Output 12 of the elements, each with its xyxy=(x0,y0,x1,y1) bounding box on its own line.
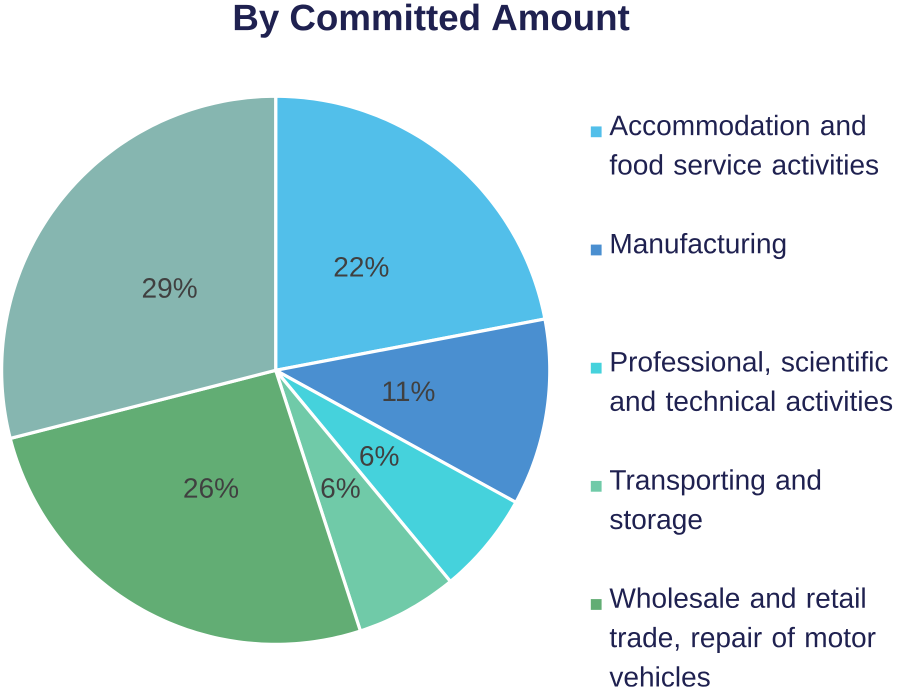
data-label: 22% xyxy=(334,257,388,277)
legend-label: Professional, scientific and technical activities xyxy=(610,351,892,412)
data-label: 6% xyxy=(360,446,398,466)
legend-label: Wholesale and retail trade, repair of motor vehicles xyxy=(609,588,876,687)
legend-label: Manufacturing xyxy=(612,233,786,260)
data-label: 11% xyxy=(383,382,434,402)
chart-title: By Committed Amount xyxy=(234,4,630,38)
data-label: 26% xyxy=(184,478,238,498)
legend-label: Transporting and storage xyxy=(610,469,820,535)
data-label: 6% xyxy=(322,478,360,498)
data-label: 29% xyxy=(142,278,197,298)
legend-label: Accommodation and food service activities xyxy=(609,114,878,175)
